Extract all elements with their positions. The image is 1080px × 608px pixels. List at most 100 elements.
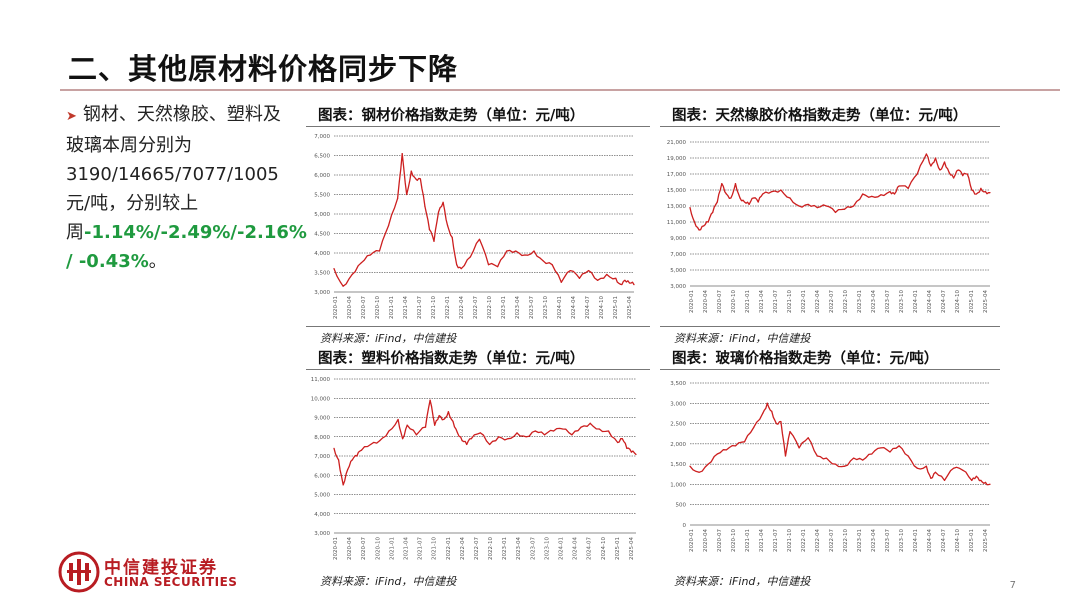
x-tick-label: 2025-01 bbox=[969, 529, 975, 552]
data-point bbox=[456, 264, 458, 266]
data-point bbox=[607, 430, 610, 432]
data-point bbox=[834, 463, 837, 465]
data-point bbox=[434, 424, 436, 426]
page-title: 二、其他原材料价格同步下降 bbox=[68, 52, 459, 86]
data-point bbox=[461, 440, 463, 442]
x-tick-label: 2022-04 bbox=[815, 290, 821, 313]
chart-panel-plastic: 图表：塑料价格指数走势（单位：元/吨） 3,000 4,000 5,000 6,000… bbox=[306, 347, 650, 593]
data-point bbox=[560, 281, 562, 283]
chart-panel-glass: 图表：玻璃价格指数走势（单位：元/吨） 0 500 1,000 1,500 2,000 2… bbox=[660, 347, 1000, 593]
x-tick-label: 2025-04 bbox=[983, 290, 989, 313]
x-tick-label: 2020-10 bbox=[731, 529, 737, 552]
data-point bbox=[734, 445, 737, 447]
data-point bbox=[898, 185, 900, 187]
y-tick-label: 4,000 bbox=[314, 512, 330, 518]
x-tick-label: 2023-10 bbox=[899, 529, 905, 552]
data-point bbox=[633, 283, 635, 286]
data-point bbox=[807, 437, 809, 439]
data-point bbox=[707, 221, 709, 223]
data-point bbox=[984, 481, 987, 483]
bullet-changes: -1.14%/-2.49%/-2.16% / -0.43% bbox=[66, 222, 307, 272]
chart-bottom-line bbox=[660, 326, 1000, 327]
data-point bbox=[551, 264, 553, 266]
x-tick-label: 2024-10 bbox=[955, 290, 961, 313]
data-point bbox=[406, 193, 408, 196]
price-series-line bbox=[689, 153, 990, 231]
rubber-price-chart: 3,000 5,000 7,000 9,000 11,000 13,000 15,000 17… bbox=[667, 140, 991, 313]
data-point bbox=[871, 453, 873, 455]
y-tick-label: 0 bbox=[683, 523, 687, 529]
x-tick-label: 2021-01 bbox=[389, 537, 395, 560]
data-point bbox=[578, 277, 581, 279]
x-tick-label: 2024-07 bbox=[585, 296, 591, 319]
data-point bbox=[433, 240, 435, 242]
data-point bbox=[862, 193, 864, 195]
data-point bbox=[893, 193, 896, 195]
data-point bbox=[451, 236, 453, 238]
data-point bbox=[975, 475, 977, 477]
data-point bbox=[930, 477, 932, 479]
x-tick-label: 2020-01 bbox=[689, 290, 695, 313]
data-point bbox=[619, 283, 621, 285]
data-point bbox=[447, 411, 449, 413]
y-tick-label: 3,000 bbox=[670, 284, 686, 290]
data-point bbox=[410, 170, 412, 172]
data-point bbox=[939, 169, 941, 171]
data-point bbox=[825, 205, 827, 207]
x-tick-label: 2021-04 bbox=[759, 529, 765, 552]
x-tick-label: 2021-01 bbox=[745, 529, 751, 552]
data-point bbox=[880, 447, 882, 449]
x-tick-label: 2021-01 bbox=[389, 296, 395, 319]
data-point bbox=[725, 449, 727, 451]
data-point bbox=[606, 273, 608, 276]
data-point bbox=[703, 225, 705, 227]
chart-panel-steel: 图表：钢材价格指数走势（单位：元/吨） 3,000 3,500 4,000 4,500… bbox=[306, 104, 650, 345]
data-point bbox=[757, 201, 759, 203]
x-tick-label: 2022-10 bbox=[843, 290, 849, 313]
data-point bbox=[516, 432, 518, 434]
x-tick-label: 2021-04 bbox=[403, 296, 409, 319]
x-tick-label: 2021-07 bbox=[773, 529, 779, 552]
data-point bbox=[934, 471, 937, 473]
data-point bbox=[971, 479, 973, 481]
chart-title-line bbox=[306, 369, 650, 370]
data-point bbox=[916, 467, 918, 469]
data-point bbox=[762, 412, 764, 415]
logo-text-cn: 中信建投证券 bbox=[104, 558, 218, 578]
y-tick-label: 5,500 bbox=[314, 193, 330, 199]
data-point bbox=[766, 402, 768, 404]
x-tick-label: 2024-07 bbox=[587, 537, 593, 560]
data-point bbox=[478, 238, 481, 240]
chart-title-line bbox=[660, 126, 1000, 127]
data-point bbox=[333, 268, 335, 270]
data-point bbox=[698, 471, 700, 473]
chart-title: 图表：钢材价格指数走势（单位：元/吨） bbox=[318, 107, 585, 124]
data-point bbox=[798, 447, 800, 449]
data-point bbox=[460, 268, 462, 270]
x-tick-label: 2023-01 bbox=[857, 290, 863, 313]
steel-price-chart: 3,000 3,500 4,000 4,500 5,000 5,500 6,000 6,500… bbox=[314, 134, 635, 319]
data-point bbox=[469, 256, 471, 258]
chart-title-line bbox=[660, 369, 1000, 370]
data-point bbox=[406, 424, 408, 426]
y-tick-label: 6,000 bbox=[314, 473, 330, 479]
data-point bbox=[543, 434, 546, 436]
x-tick-label: 2020-01 bbox=[333, 537, 339, 560]
x-tick-label: 2023-04 bbox=[515, 296, 521, 319]
data-point bbox=[721, 183, 723, 185]
x-tick-label: 2024-04 bbox=[927, 290, 933, 313]
x-tick-label: 2025-04 bbox=[627, 296, 633, 319]
data-point bbox=[498, 436, 500, 438]
x-tick-label: 2020-04 bbox=[347, 296, 353, 319]
data-point bbox=[497, 266, 499, 268]
data-point bbox=[488, 443, 491, 446]
x-tick-label: 2025-04 bbox=[629, 537, 635, 560]
data-point bbox=[542, 260, 544, 262]
data-point bbox=[442, 201, 444, 203]
y-tick-label: 3,500 bbox=[314, 271, 330, 277]
x-tick-label: 2020-01 bbox=[689, 529, 695, 552]
data-point bbox=[753, 427, 755, 429]
x-tick-label: 2024-04 bbox=[573, 537, 579, 560]
data-point bbox=[948, 171, 950, 173]
data-point bbox=[689, 465, 691, 467]
